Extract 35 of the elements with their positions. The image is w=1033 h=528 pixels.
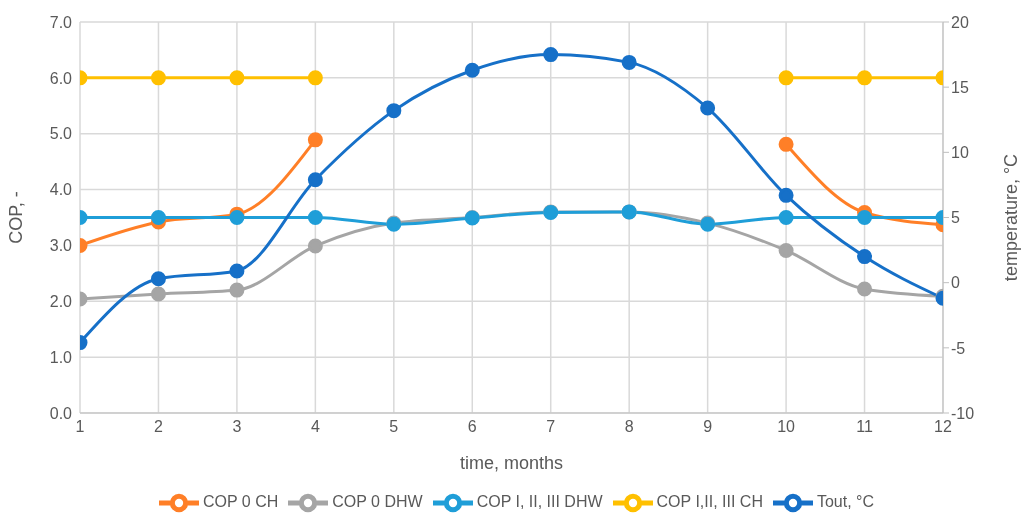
y-axis-title: COP, - (6, 191, 27, 244)
x-tick-label: 6 (467, 418, 477, 436)
y-tick-label: 1.0 (49, 348, 73, 366)
y-tick-label: 2.0 (49, 292, 73, 310)
x-tick-label: 10 (777, 418, 796, 436)
x-axis-title: time, months (459, 453, 564, 473)
legend-label: COP 0 DHW (332, 493, 423, 511)
x-tick-label: 7 (546, 418, 556, 436)
y2-tick-label: 15 (951, 78, 969, 96)
x-tick-label: 12 (934, 418, 952, 436)
y2-tick-label: 5 (951, 209, 960, 227)
y2-axis-title: temperature, °C (1001, 153, 1022, 282)
legend-label: COP 0 CH (202, 493, 279, 511)
y-tick-label: 5.0 (49, 125, 73, 143)
x-tick-label: 1 (75, 418, 85, 436)
legend-label: COP I,II, III CH (656, 493, 763, 511)
x-tick-label: 4 (310, 418, 320, 436)
x-tick-label: 11 (856, 418, 873, 436)
x-tick-label: 3 (232, 418, 242, 436)
x-tick-label: 9 (703, 418, 713, 436)
legend-label: COP I, II, III DHW (476, 493, 603, 511)
y-tick-label: 4.0 (49, 181, 73, 199)
y2-tick-label: 10 (951, 144, 969, 162)
x-tick-label: 5 (389, 418, 399, 436)
y2-tick-label: -5 (951, 339, 966, 357)
y-tick-label: 6.0 (49, 69, 73, 87)
x-tick-label: 2 (154, 418, 163, 436)
y2-tick-label: 20 (951, 13, 969, 31)
y-tick-label: 0.0 (49, 404, 73, 422)
legend-label: Tout, °C (816, 493, 875, 511)
y-tick-label: 7.0 (49, 13, 73, 31)
x-tick-label: 8 (624, 418, 634, 436)
y2-tick-label: 0 (951, 274, 960, 292)
y-tick-label: 3.0 (49, 237, 73, 255)
y2-tick-label: -10 (951, 404, 975, 422)
